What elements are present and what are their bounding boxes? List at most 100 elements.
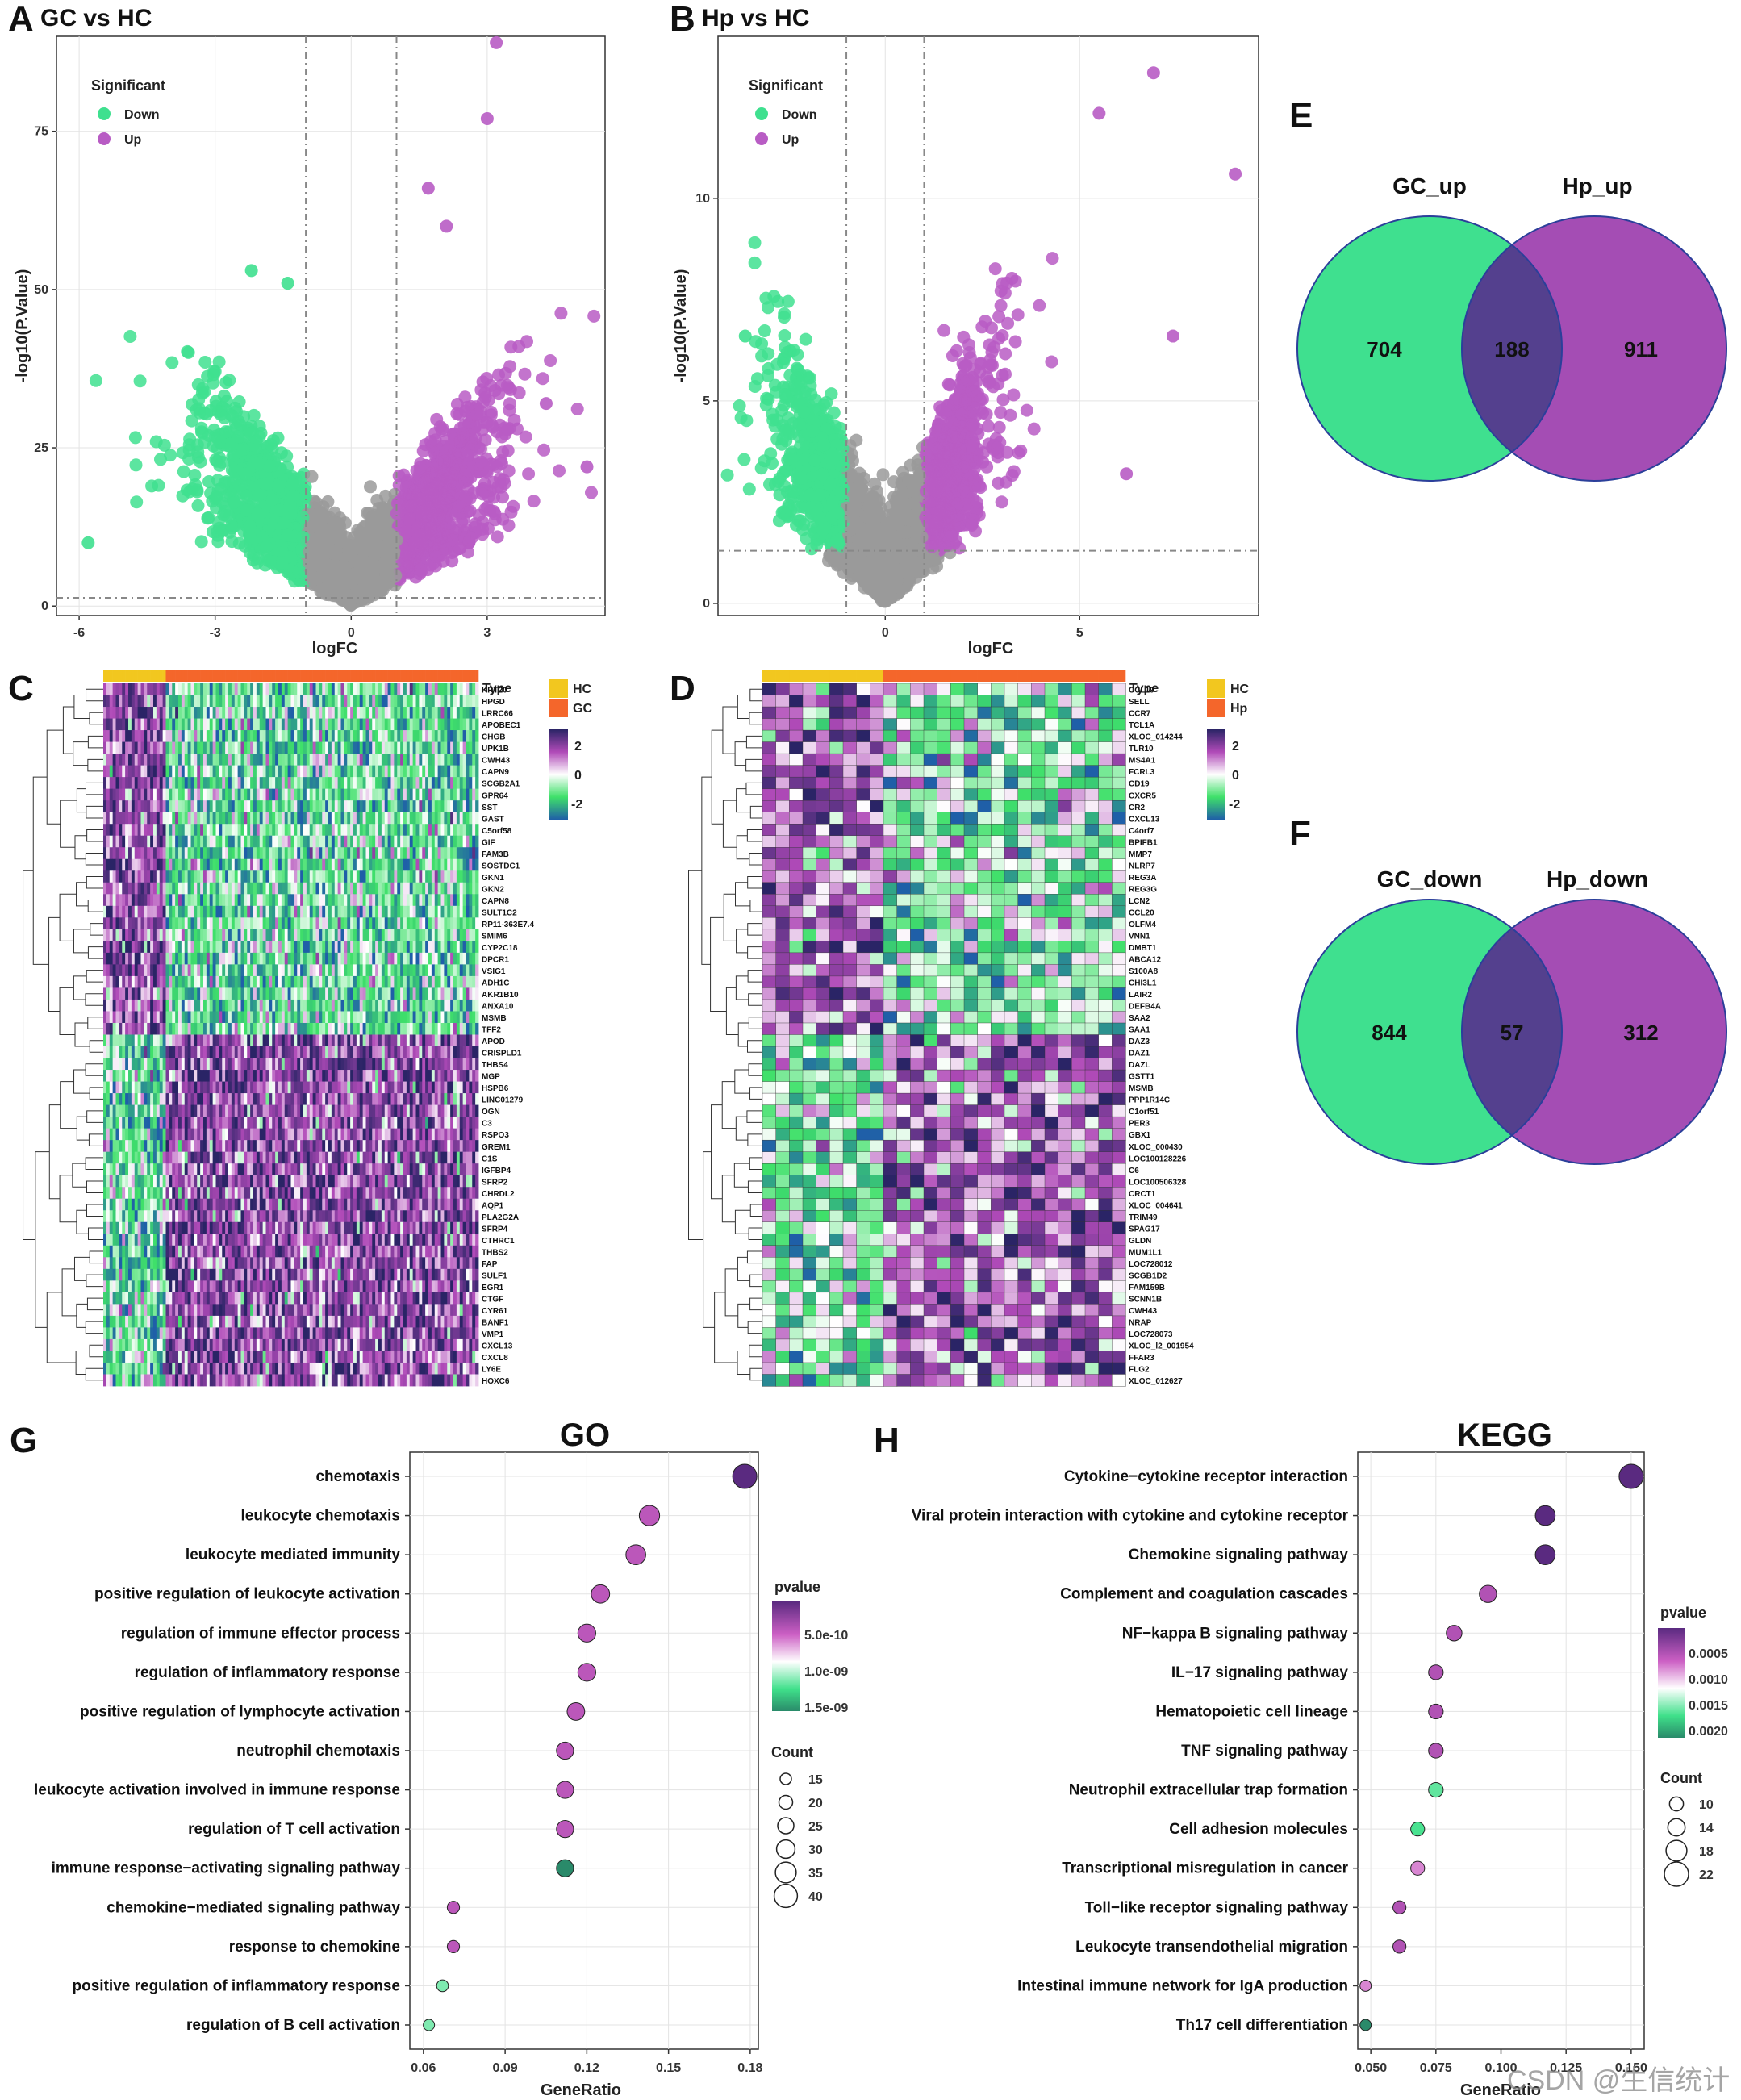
volcano-point xyxy=(414,562,428,576)
volcano-point xyxy=(403,512,416,526)
volcano-point xyxy=(469,431,482,445)
legend-title-a: Significant xyxy=(91,77,165,94)
volcano-point xyxy=(164,449,177,462)
volcano-point xyxy=(520,335,533,349)
volcano-point xyxy=(231,430,244,444)
volcano-point-outlier xyxy=(580,460,594,474)
volcano-point xyxy=(554,307,568,320)
volcano-point xyxy=(260,541,273,553)
volcano-point xyxy=(495,378,508,392)
x-tick-label: 0 xyxy=(348,626,355,640)
y-tick-label: 75 xyxy=(34,125,48,139)
volcano-point xyxy=(425,482,439,496)
volcano-point xyxy=(386,548,400,562)
volcano-point xyxy=(201,511,215,525)
volcano-point xyxy=(177,465,190,478)
volcano-point xyxy=(448,432,461,446)
volcano-point xyxy=(133,374,147,388)
volcano-point xyxy=(251,457,265,470)
volcano-point xyxy=(194,535,208,549)
volcano-point xyxy=(212,355,226,369)
volcano-point xyxy=(488,507,502,520)
volcano-point xyxy=(261,477,274,491)
volcano-point xyxy=(324,543,338,557)
volcano-point xyxy=(152,478,165,492)
volcano-point xyxy=(378,489,392,503)
volcano-point xyxy=(748,256,762,269)
volcano-point xyxy=(353,588,366,602)
x-tick-label: -6 xyxy=(73,626,85,640)
volcano-point xyxy=(399,487,412,501)
volcano-point xyxy=(247,408,261,422)
volcano-point xyxy=(474,442,487,456)
volcano-point xyxy=(273,503,286,517)
volcano-point xyxy=(587,309,601,323)
volcano-point xyxy=(357,575,371,589)
legend-down-marker-a xyxy=(98,107,111,120)
volcano-point xyxy=(484,406,498,419)
volcano-point xyxy=(553,464,566,478)
volcano-point xyxy=(415,505,428,519)
volcano-point xyxy=(324,566,337,580)
volcano-point xyxy=(585,486,598,499)
volcano-point-outlier xyxy=(480,112,494,126)
volcano-point xyxy=(191,499,205,512)
volcano-point xyxy=(223,374,236,387)
volcano-point xyxy=(537,443,551,457)
volcano-point xyxy=(518,367,532,381)
volcano-point xyxy=(286,478,299,491)
volcano-point xyxy=(527,495,541,508)
panel-a-title: GC vs HC xyxy=(40,5,152,31)
volcano-point xyxy=(251,507,265,520)
volcano-point xyxy=(350,554,364,568)
volcano-point xyxy=(522,467,536,481)
volcano-point xyxy=(501,444,515,457)
volcano-point xyxy=(227,449,240,462)
volcano-point xyxy=(244,531,257,545)
volcano-point xyxy=(182,438,196,452)
y-tick-label: 0 xyxy=(41,599,48,613)
volcano-point xyxy=(519,430,532,444)
volcano-point xyxy=(188,469,202,482)
volcano-point xyxy=(502,464,516,478)
volcano-point xyxy=(377,502,390,516)
volcano-point xyxy=(251,552,265,566)
volcano-point xyxy=(737,453,751,466)
panel-b-title: Hp vs HC xyxy=(702,5,809,31)
volcano-point xyxy=(476,487,490,501)
volcano-point xyxy=(154,453,167,466)
volcano-point xyxy=(185,414,198,428)
panel-letter-a: A xyxy=(8,0,34,39)
panel-letter-b: B xyxy=(670,0,695,39)
volcano-point xyxy=(281,528,294,542)
volcano-point xyxy=(430,464,444,478)
volcano-point xyxy=(218,411,232,424)
x-tick-label: -3 xyxy=(210,626,221,640)
volcano-point xyxy=(371,520,385,533)
volcano-point xyxy=(1008,335,1022,349)
volcano-point xyxy=(413,461,427,474)
volcano-point xyxy=(437,511,451,524)
volcano-point xyxy=(123,330,137,343)
volcano-point xyxy=(424,522,437,536)
volcano-point xyxy=(371,579,385,593)
x-axis-label-a: logFC xyxy=(312,640,358,658)
volcano-point xyxy=(165,356,179,369)
volcano-point xyxy=(364,480,377,494)
legend-up-marker-a xyxy=(98,132,111,145)
volcano-point xyxy=(238,467,252,481)
volcano-point xyxy=(450,398,464,411)
y-tick-label: 25 xyxy=(34,441,48,455)
volcano-point xyxy=(476,522,490,536)
volcano-point xyxy=(240,489,253,503)
volcano-point xyxy=(313,546,327,560)
x-tick-label: 3 xyxy=(483,626,491,640)
volcano-point-outlier xyxy=(421,182,435,195)
volcano-point xyxy=(210,491,223,505)
volcano-point-outlier xyxy=(81,536,95,549)
volcano-point xyxy=(296,530,310,544)
volcano-point xyxy=(228,496,240,509)
